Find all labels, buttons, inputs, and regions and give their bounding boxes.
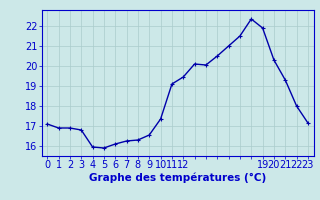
X-axis label: Graphe des températures (°C): Graphe des températures (°C) (89, 173, 266, 183)
